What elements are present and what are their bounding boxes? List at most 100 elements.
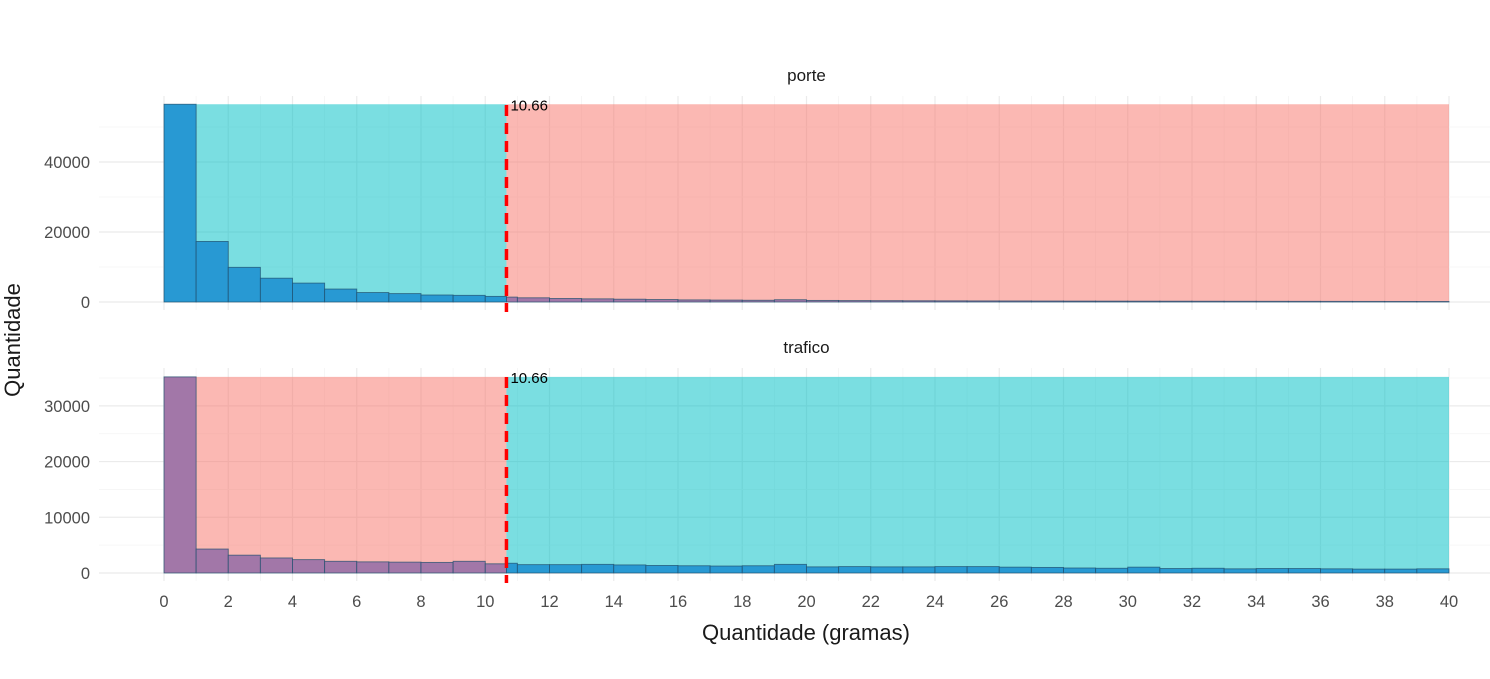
histogram-bar	[356, 561, 390, 574]
x-tick-label: 22	[862, 593, 880, 611]
bars	[163, 376, 1450, 574]
histogram-bar	[1287, 568, 1321, 574]
histogram-bar	[549, 564, 583, 574]
histogram-bar	[677, 299, 711, 303]
y-tick-label: 0	[81, 294, 90, 312]
y-tick-label: 30000	[44, 398, 90, 416]
region-above-threshold	[506, 376, 1449, 573]
x-tick-label: 0	[159, 593, 168, 611]
histogram-bar	[292, 559, 326, 574]
histogram-bar	[324, 560, 358, 574]
facet-panel-porte: porte 0 20000 40000 10.66	[44, 66, 1490, 312]
y-tick-label: 0	[81, 565, 90, 583]
histogram-bar	[741, 565, 775, 574]
histogram-bar	[516, 564, 550, 574]
histogram-bar	[1384, 568, 1418, 574]
histogram-bar	[773, 563, 807, 574]
histogram-bar	[549, 298, 583, 303]
x-tick-label: 12	[540, 593, 558, 611]
histogram-bar	[773, 299, 807, 303]
histogram-bar	[1384, 300, 1418, 303]
y-tick-label: 20000	[44, 454, 90, 472]
threshold-label: 10.66	[510, 97, 548, 114]
histogram-bar	[259, 277, 293, 303]
histogram-bar	[677, 565, 711, 574]
x-tick-label: 36	[1311, 593, 1329, 611]
histogram-bar	[838, 566, 872, 574]
histogram-bar	[1127, 566, 1161, 574]
histogram-bar	[870, 300, 904, 303]
histogram-bar	[452, 560, 486, 574]
histogram-bar	[1223, 568, 1257, 574]
region-below-threshold	[164, 376, 507, 573]
histogram-bar	[581, 563, 615, 574]
histogram-bar	[195, 240, 229, 303]
histogram-bar	[902, 566, 936, 574]
x-tick-label: 20	[797, 593, 815, 611]
histogram-bar	[227, 266, 261, 303]
y-tick-label: 40000	[44, 154, 90, 172]
x-tick-label: 26	[990, 593, 1008, 611]
histogram-bar	[1352, 300, 1386, 303]
histogram-bar	[581, 298, 615, 303]
x-tick-label: 38	[1376, 593, 1394, 611]
histogram-bar	[163, 376, 197, 574]
histogram-bar	[1255, 568, 1289, 574]
x-tick-label: 10	[476, 593, 494, 611]
histogram-bar	[484, 295, 507, 303]
histogram-bar	[1159, 300, 1193, 303]
histogram-bar	[1320, 300, 1354, 303]
histogram-bar	[292, 282, 326, 303]
histogram-bar	[1255, 300, 1289, 303]
histogram-bar	[838, 300, 872, 303]
bars	[163, 103, 1450, 303]
histogram-bar	[902, 300, 936, 303]
histogram-bar	[1127, 300, 1161, 303]
histogram-bar	[613, 564, 647, 574]
histogram-bar	[324, 288, 358, 303]
histogram-bar	[484, 563, 507, 574]
x-tick-label: 28	[1054, 593, 1072, 611]
histogram-bar	[227, 554, 261, 574]
histogram-bar	[1063, 567, 1097, 574]
x-tick-label: 14	[605, 593, 623, 611]
histogram-bar	[1287, 300, 1321, 303]
y-tick-label: 10000	[44, 509, 90, 527]
histogram-bar	[709, 299, 743, 303]
histogram-bar	[1063, 300, 1097, 303]
histogram-bar	[388, 561, 422, 574]
histogram-bar	[966, 300, 1000, 303]
histogram-bar	[934, 300, 968, 303]
histogram-bar	[1223, 300, 1257, 303]
y-tick-label: 20000	[44, 224, 90, 242]
histogram-bar	[806, 566, 840, 574]
histogram-bar	[806, 299, 840, 303]
x-tick-label: 18	[733, 593, 751, 611]
histogram-bar	[1191, 300, 1225, 303]
facet-strip-label: trafico	[783, 338, 829, 357]
x-tick-label: 34	[1247, 593, 1265, 611]
histogram-bar	[1416, 568, 1450, 574]
histogram-bar	[966, 566, 1000, 574]
histogram-bar	[709, 565, 743, 574]
histogram-bar	[998, 566, 1032, 574]
histogram-bar	[195, 548, 229, 574]
histogram-bar	[163, 103, 197, 303]
histogram-bar	[1416, 301, 1450, 303]
facet-panel-trafico: trafico 0 10000 20000 30000 10.66	[44, 338, 1490, 583]
histogram-bar	[420, 294, 454, 303]
x-axis: 0 2 4 6 8 10 12 14 16 18 20 22 24 26 28 30 32 34 36 38 40	[159, 593, 1458, 611]
histogram-bar	[1191, 567, 1225, 574]
region-above-threshold	[506, 104, 1449, 302]
x-tick-label: 24	[926, 593, 944, 611]
x-tick-label: 16	[669, 593, 687, 611]
x-tick-label: 2	[224, 593, 233, 611]
histogram-bar	[452, 294, 486, 303]
x-tick-label: 4	[288, 593, 297, 611]
facet-strip-label: porte	[787, 66, 826, 85]
histogram-bar	[1320, 568, 1354, 574]
histogram-bar	[506, 296, 518, 303]
histogram-bar	[1030, 300, 1064, 303]
x-tick-label: 30	[1119, 593, 1137, 611]
